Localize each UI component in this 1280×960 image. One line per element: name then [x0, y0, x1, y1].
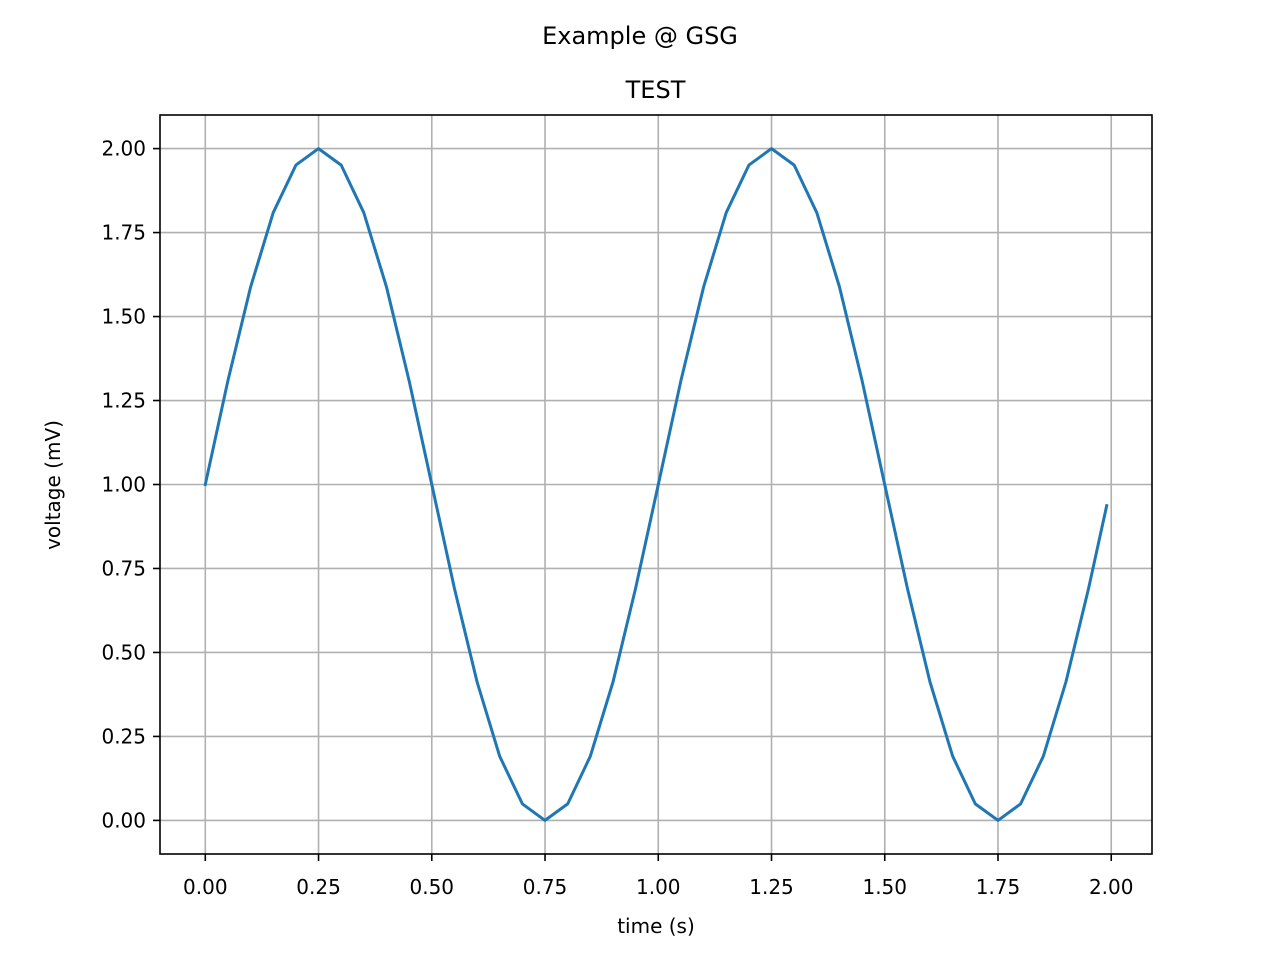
y-axis-label: voltage (mV) — [41, 420, 65, 550]
x-tick-label: 1.00 — [636, 875, 681, 899]
y-tick-label: 1.50 — [101, 305, 146, 329]
x-tick-label: 0.75 — [523, 875, 568, 899]
plot-area — [203, 147, 1109, 822]
x-tick-label: 1.75 — [976, 875, 1021, 899]
chart-title: TEST — [625, 76, 686, 104]
y-tick-label: 1.75 — [101, 221, 146, 245]
x-tick-label: 0.25 — [296, 875, 341, 899]
y-tick-label: 2.00 — [101, 137, 146, 161]
x-tick-label: 1.50 — [862, 875, 907, 899]
y-tick-label: 1.00 — [101, 473, 146, 497]
x-axis-label: time (s) — [617, 914, 695, 938]
y-tick-label: 0.00 — [101, 808, 146, 832]
y-tick-label: 0.50 — [101, 640, 146, 664]
x-axis-ticks: 0.00 0.25 0.50 0.75 1.00 1.25 1.50 1.75 2.00 — [183, 854, 1133, 899]
x-tick-label: 0.50 — [410, 875, 455, 899]
y-tick-label: 0.25 — [101, 724, 146, 748]
x-tick-label: 2.00 — [1089, 875, 1134, 899]
series-line — [203, 147, 1109, 822]
grid-lines — [160, 115, 1152, 854]
y-tick-label: 1.25 — [101, 389, 146, 413]
figure-suptitle: Example @ GSG — [542, 22, 738, 50]
x-tick-label: 0.00 — [183, 875, 228, 899]
y-axis-ticks: 0.00 0.25 0.50 0.75 1.00 1.25 1.50 1.75 2.00 — [101, 137, 160, 832]
x-tick-label: 1.25 — [749, 875, 794, 899]
y-tick-label: 0.75 — [101, 556, 146, 580]
